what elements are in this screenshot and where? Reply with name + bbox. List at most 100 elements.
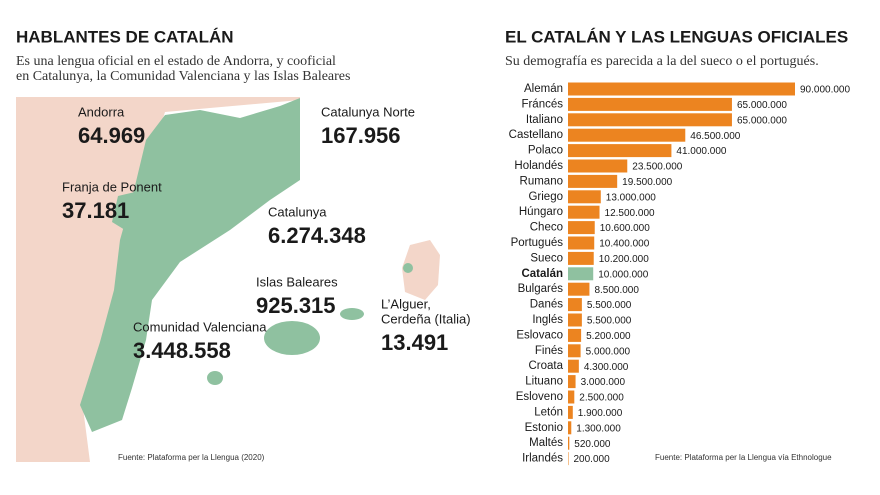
category-label: Fráncés	[521, 98, 563, 110]
bar	[568, 82, 795, 96]
value-label: 13.000.000	[606, 192, 656, 203]
value-label: 200.000	[574, 454, 611, 465]
region-name: Cerdeña (Italia)	[381, 311, 471, 326]
bar	[568, 221, 595, 235]
value-label: 4.300.000	[584, 362, 629, 373]
category-label: Croata	[528, 360, 563, 372]
value-label: 5.200.000	[586, 331, 631, 342]
category-label: Catalán	[521, 268, 563, 280]
region-name: Catalunya Norte	[321, 104, 415, 119]
menorca	[340, 308, 364, 320]
category-label: Polaco	[528, 145, 563, 157]
category-label: Esloveno	[516, 391, 563, 403]
category-label: Bulgarés	[518, 283, 564, 295]
value-label: 41.000.000	[676, 146, 726, 157]
category-label: Italiano	[526, 114, 563, 126]
bar	[568, 190, 601, 204]
region-number: 64.969	[78, 123, 145, 148]
map-subtitle: en Catalunya, la Comunidad Valenciana y …	[16, 69, 350, 84]
land	[16, 97, 300, 462]
value-label: 10.200.000	[599, 254, 649, 265]
catalan-area	[80, 98, 300, 432]
map-title: HABLANTES DE CATALÁN	[16, 27, 234, 46]
region-number: 925.315	[256, 293, 336, 318]
category-label: Danés	[530, 299, 563, 311]
category-label: Húngaro	[519, 206, 563, 218]
category-label: Finés	[535, 345, 563, 357]
bar	[568, 174, 618, 188]
bar	[568, 375, 576, 389]
value-label: 46.500.000	[690, 131, 740, 142]
chart-source: Fuente: Plataforma per la Llengua vía Et…	[655, 453, 832, 462]
map-subtitle: Es una lengua oficial en el estado de An…	[16, 54, 336, 69]
franja	[112, 192, 140, 230]
value-label: 90.000.000	[800, 85, 850, 96]
category-label: Eslovaco	[516, 329, 563, 341]
value-label: 5.500.000	[587, 316, 632, 327]
bar	[568, 344, 581, 358]
region-name: Comunidad Valenciana	[133, 319, 267, 334]
category-label: Irlandés	[522, 453, 563, 465]
region-name: Andorra	[78, 104, 125, 119]
bar	[568, 328, 582, 342]
region-name: Catalunya	[268, 204, 327, 219]
region-name: Franja de Ponent	[62, 179, 162, 194]
bar	[568, 251, 594, 265]
bar	[568, 205, 600, 219]
category-label: Castellano	[509, 129, 563, 141]
value-label: 3.000.000	[581, 377, 626, 388]
chart-subtitle: Su demografía es parecida a la del sueco…	[505, 54, 819, 69]
bar	[568, 97, 732, 111]
category-label: Rumano	[520, 175, 563, 187]
value-label: 2.500.000	[579, 393, 624, 404]
category-label: Sueco	[530, 252, 563, 264]
bar	[568, 421, 572, 435]
value-label: 5.000.000	[586, 346, 631, 357]
bar	[568, 298, 582, 312]
value-label: 23.500.000	[632, 162, 682, 173]
category-label: Alemán	[524, 83, 563, 95]
category-label: Estonio	[525, 422, 563, 434]
ibiza	[207, 371, 223, 385]
category-label: Letón	[534, 406, 563, 418]
value-label: 65.000.000	[737, 115, 787, 126]
alghero	[403, 263, 413, 273]
region-number: 167.956	[321, 123, 401, 148]
category-label: Holandés	[514, 160, 563, 172]
value-label: 12.500.000	[605, 208, 655, 219]
bar	[568, 282, 590, 296]
category-label: Lituano	[525, 376, 563, 388]
value-label: 10.400.000	[599, 239, 649, 250]
category-label: Maltés	[529, 437, 563, 449]
bar	[568, 159, 628, 173]
value-label: 1.300.000	[576, 423, 621, 434]
value-label: 1.900.000	[578, 408, 623, 419]
category-label: Portugués	[511, 237, 564, 249]
value-label: 10.000.000	[598, 269, 648, 280]
bar	[568, 236, 595, 250]
region-number: 13.491	[381, 330, 448, 355]
bar	[568, 267, 594, 281]
bar	[568, 390, 575, 404]
sardinia	[402, 240, 440, 300]
bar	[568, 144, 672, 158]
value-label: 8.500.000	[594, 285, 639, 296]
map-source: Fuente: Plataforma per la Llengua (2020)	[118, 453, 265, 462]
region-number: 6.274.348	[268, 223, 366, 248]
region-name: Islas Baleares	[256, 274, 338, 289]
category-label: Griego	[528, 191, 563, 203]
value-label: 65.000.000	[737, 100, 787, 111]
bar	[568, 313, 582, 327]
bar	[568, 359, 579, 373]
category-label: Inglés	[532, 314, 563, 326]
value-label: 10.600.000	[600, 223, 650, 234]
mallorca	[264, 321, 320, 355]
value-label: 520.000	[574, 439, 611, 450]
bar	[568, 128, 686, 142]
category-label: Checo	[530, 222, 563, 234]
bar	[568, 452, 569, 466]
value-label: 5.500.000	[587, 300, 632, 311]
bar	[568, 405, 573, 419]
region-number: 3.448.558	[133, 338, 231, 363]
